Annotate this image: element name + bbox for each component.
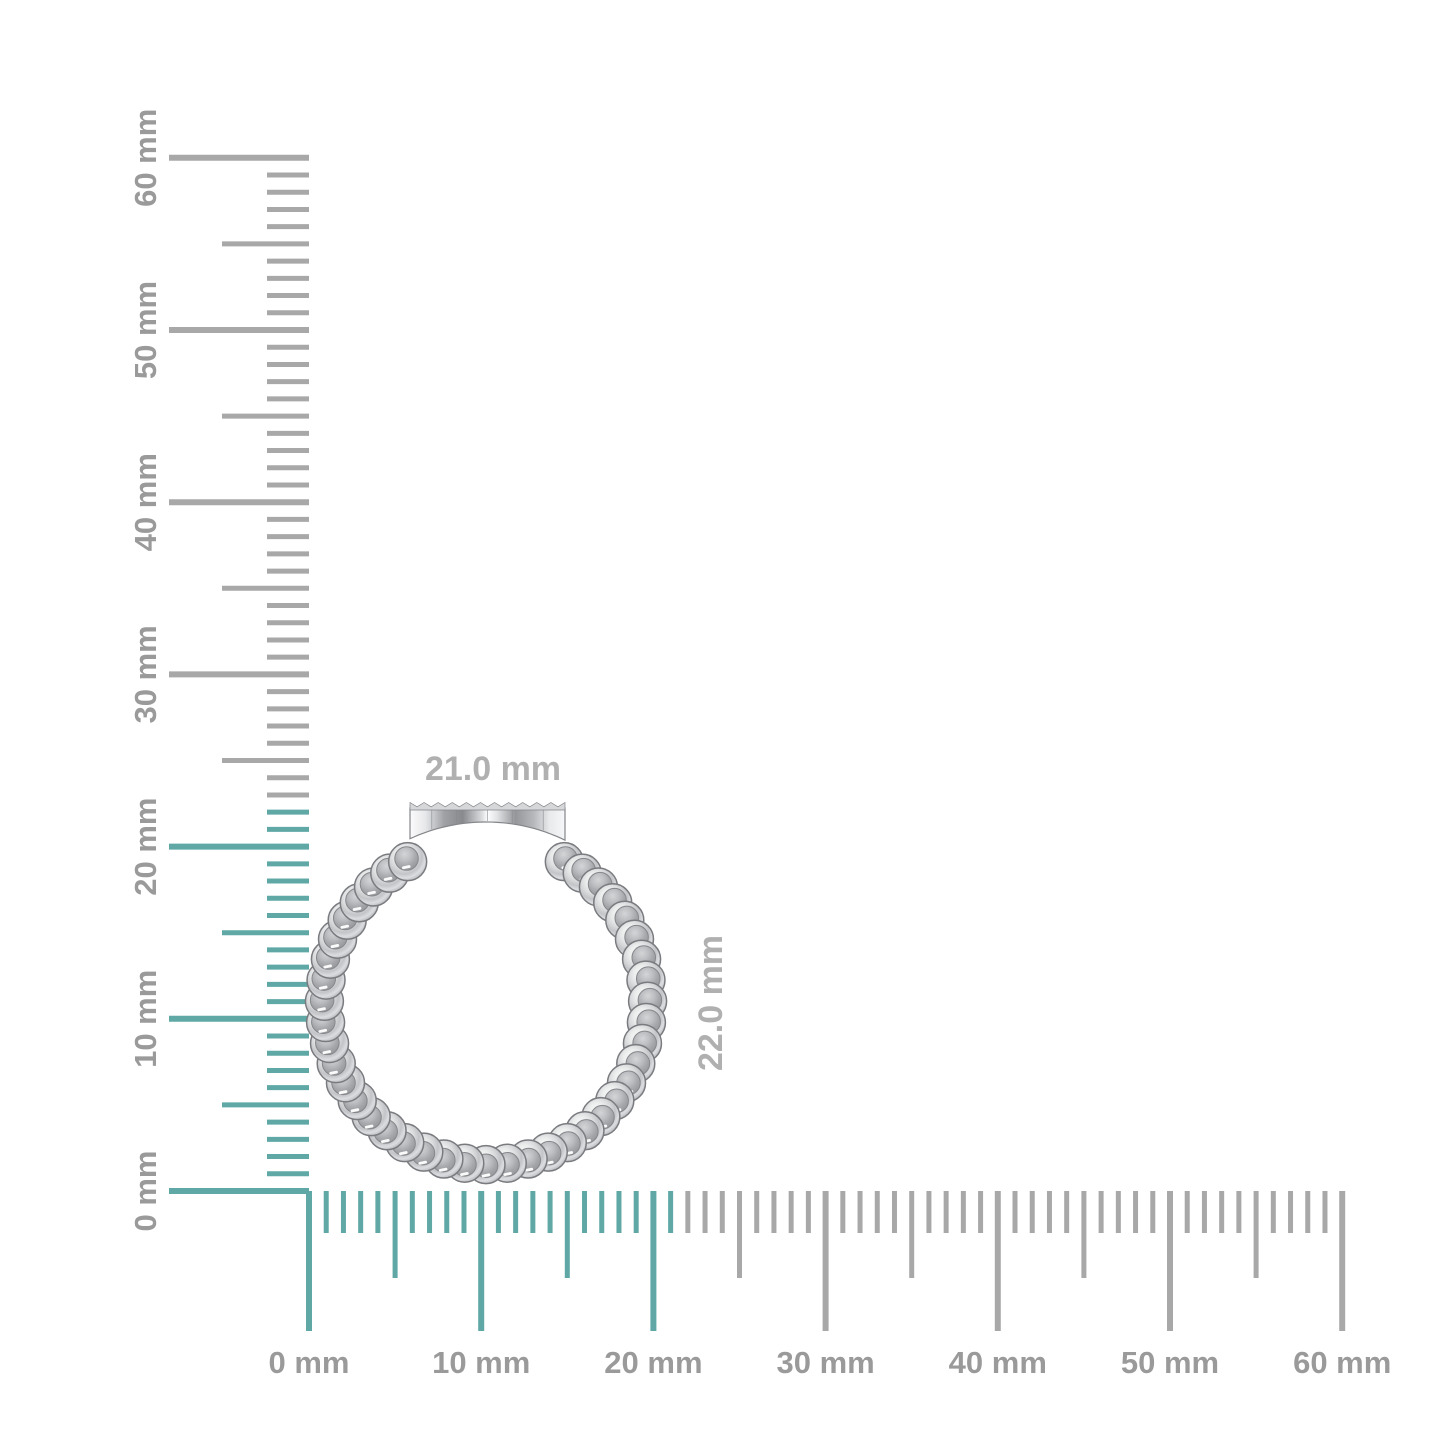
svg-text:0 mm: 0 mm <box>269 1345 350 1380</box>
svg-text:10 mm: 10 mm <box>432 1345 530 1380</box>
svg-text:40 mm: 40 mm <box>128 453 163 551</box>
svg-text:21.0 mm: 21.0 mm <box>425 750 561 788</box>
svg-text:20 mm: 20 mm <box>128 797 163 895</box>
svg-text:60 mm: 60 mm <box>128 109 163 207</box>
svg-text:60 mm: 60 mm <box>1293 1345 1391 1380</box>
svg-text:22.0 mm: 22.0 mm <box>692 935 730 1071</box>
svg-text:40 mm: 40 mm <box>949 1345 1047 1380</box>
svg-text:0 mm: 0 mm <box>128 1151 163 1232</box>
svg-text:30 mm: 30 mm <box>776 1345 874 1380</box>
svg-text:10 mm: 10 mm <box>128 970 163 1068</box>
svg-text:50 mm: 50 mm <box>1121 1345 1219 1380</box>
svg-text:50 mm: 50 mm <box>128 281 163 379</box>
svg-text:20 mm: 20 mm <box>604 1345 702 1380</box>
svg-text:30 mm: 30 mm <box>128 625 163 723</box>
